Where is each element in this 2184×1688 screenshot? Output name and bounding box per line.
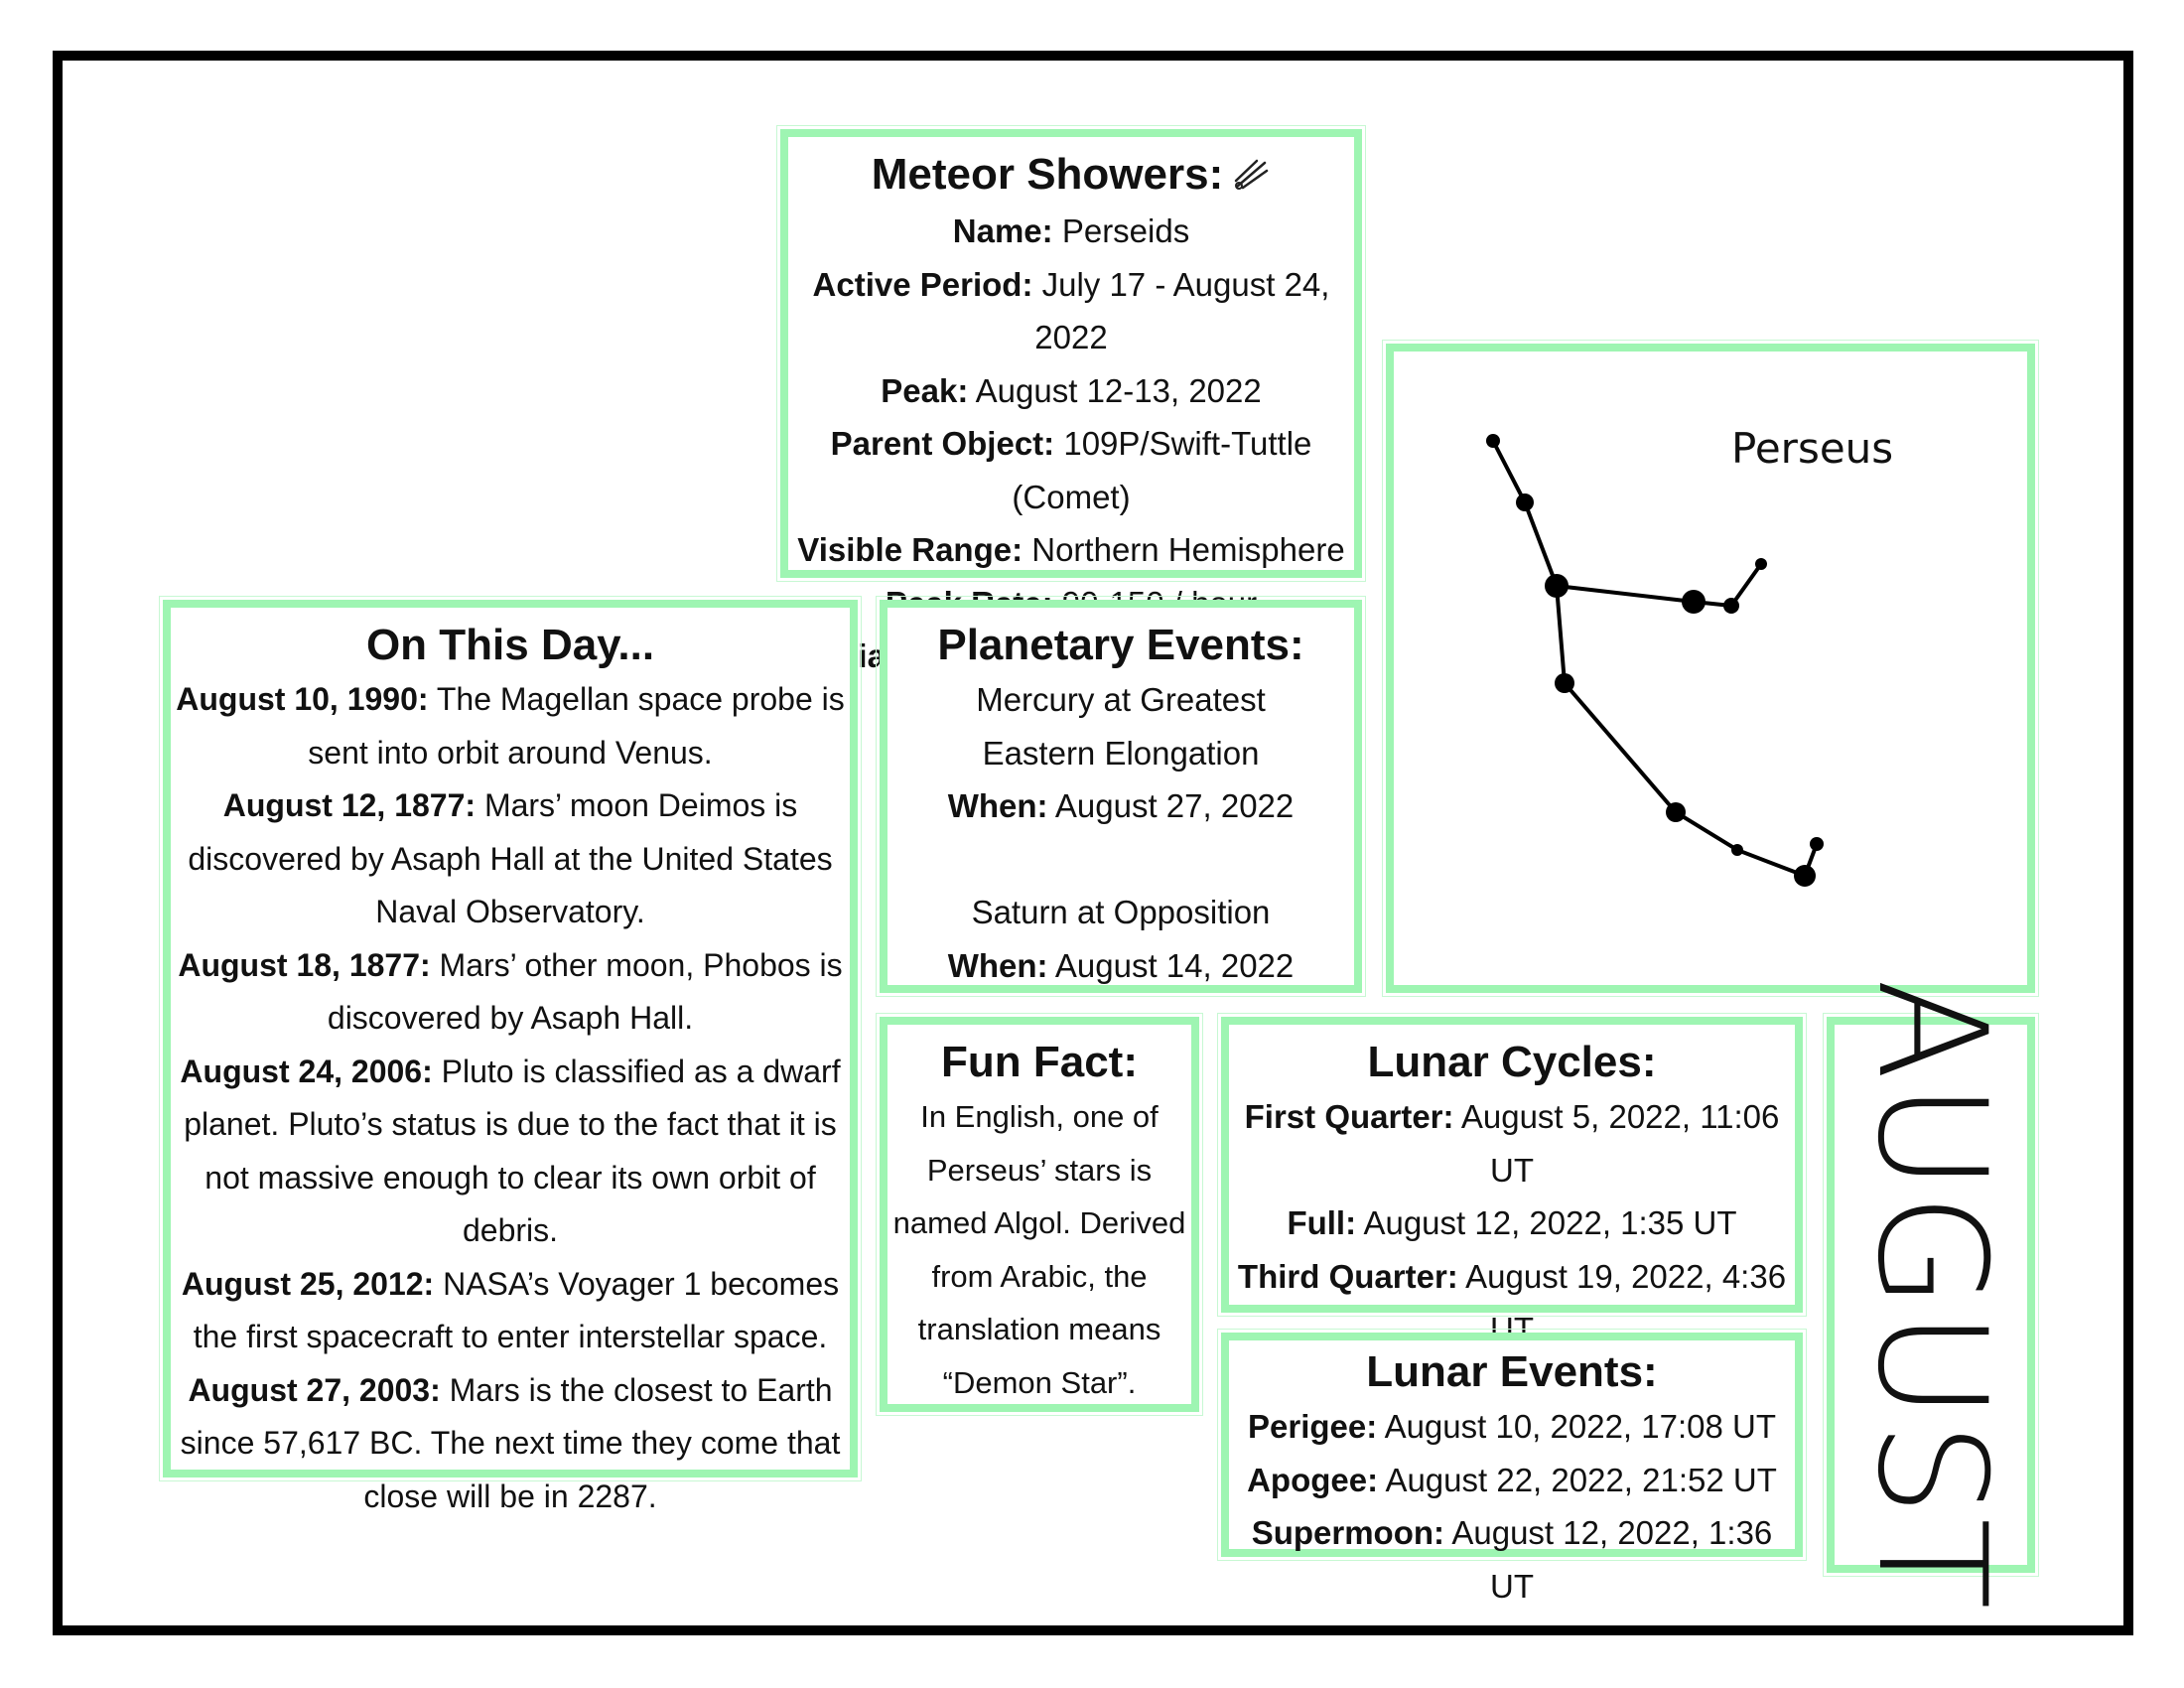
lunar-cycles-box: Lunar Cycles: First Quarter: August 5, 2… [1217, 1013, 1807, 1401]
event-item: August 27, 2003: Mars is the closest to … [175, 1364, 846, 1524]
event-text: The Magellan space probe is sent into or… [308, 681, 845, 771]
meteor-active-period-label: Active Period: [812, 265, 1033, 303]
meteor-parent-object-row: Parent Object: 109P/Swift-Tuttle (Comet) [788, 417, 1354, 523]
lunar-cycle-label: Third Quarter: [1237, 1257, 1458, 1295]
planetary-when-2-row: When: August 14, 2022 [887, 939, 1354, 993]
constellation-box: Perseus [1382, 340, 2039, 997]
perseus-constellation-diagram: Perseus [1486, 424, 1893, 887]
constellation-label: Perseus [1731, 424, 1893, 473]
meteor-showers-box: Meteor Showers: Name: Perseids Active Pe… [776, 125, 1366, 674]
meteor-name-row: Name: Perseids [788, 205, 1354, 258]
fun-fact-box: Fun Fact: In English, one of Perseus’ st… [876, 1013, 1203, 1416]
lunar-event-row: Apogee: August 22, 2022, 21:52 UT [1229, 1454, 1795, 1507]
fun-fact-text: In English, one of Perseus’ stars is nam… [892, 1099, 1186, 1400]
meteor-peak-label: Peak: [881, 371, 969, 409]
event-item: August 25, 2012: NASA’s Voyager 1 become… [175, 1258, 846, 1364]
lunar-cycle-row: First Quarter: August 5, 2022, 11:06 UT [1229, 1090, 1795, 1196]
star [1545, 574, 1569, 598]
event-text: Mars is the closest to Earth since 57,61… [180, 1371, 841, 1514]
planetary-event-2: Saturn at Opposition [971, 894, 1271, 930]
meteor-name-value: Perseids [1052, 212, 1190, 250]
event-date: August 10, 1990: [176, 681, 429, 717]
star [1516, 493, 1534, 511]
event-text: Mars’ moon Deimos is discovered by Asaph… [188, 787, 833, 929]
lunar-event-value: August 12, 2022, 1:36 UT [1444, 1514, 1773, 1605]
event-text: Pluto is classified as a dwarf planet. P… [184, 1053, 841, 1249]
lunar-event-row: Perigee: August 10, 2022, 17:08 UT [1229, 1400, 1795, 1454]
star [1731, 844, 1743, 856]
event-date: August 25, 2012: [181, 1265, 435, 1302]
planetary-events-box: Planetary Events: Mercury at Greatest Ea… [876, 596, 1366, 997]
constellation-lines [1491, 440, 1819, 879]
star [1486, 434, 1500, 448]
meteor-showers-heading: Meteor Showers: [788, 147, 1354, 205]
lunar-cycle-value: August 12, 2022, 1:35 UT [1356, 1204, 1737, 1241]
meteor-peak-value: August 12-13, 2022 [968, 371, 1262, 409]
event-date: August 24, 2006: [180, 1053, 433, 1089]
meteor-active-period-row: Active Period: July 17 - August 24, 2022 [788, 258, 1354, 364]
event-text: Mars’ other moon, Phobos is discovered b… [327, 946, 843, 1037]
meteor-icon [1233, 149, 1271, 205]
planetary-event-1: Mercury at Greatest Eastern Elongation [976, 681, 1266, 772]
meteor-parent-object-value: 109P/Swift-Tuttle (Comet) [1012, 425, 1312, 515]
lunar-cycle-value: August 19, 2022, 4:36 UT [1457, 1257, 1787, 1348]
meteor-showers-title: Meteor Showers: [871, 150, 1224, 199]
lunar-cycle-row: Full: August 12, 2022, 1:35 UT [1229, 1196, 1795, 1250]
planetary-events-title: Planetary Events: [937, 621, 1304, 669]
lunar-cycle-label: First Quarter: [1244, 1098, 1454, 1135]
month-title: AUGUST [1844, 978, 2017, 1612]
planetary-when-1-row: When: August 27, 2022 [887, 779, 1354, 833]
lunar-event-value: August 22, 2022, 21:52 UT [1378, 1461, 1777, 1498]
lunar-event-row: Supermoon: August 12, 2022, 1:36 UT [1229, 1506, 1795, 1613]
lunar-cycle-value: August 5, 2022, 11:06 UT [1453, 1098, 1780, 1189]
meteor-visible-range-value: Northern Hemisphere [1023, 531, 1345, 569]
month-banner: AUGUST [1823, 978, 2039, 1612]
lunar-events-box: Lunar Events: Perigee: August 10, 2022, … [1217, 1329, 1807, 1605]
on-this-day-title: On This Day... [365, 621, 655, 669]
meteor-visible-range-row: Visible Range: Northern Hemisphere [788, 523, 1354, 577]
planetary-when-2: August 14, 2022 [1047, 946, 1295, 984]
meteor-active-period-value: July 17 - August 24, 2022 [1032, 265, 1330, 356]
planetary-when-1: August 27, 2022 [1047, 787, 1295, 824]
lunar-cycle-label: Full: [1287, 1204, 1357, 1241]
star [1555, 673, 1574, 693]
lunar-events-title: Lunar Events: [1366, 1347, 1658, 1396]
event-item: August 18, 1877: Mars’ other moon, Phobo… [175, 939, 846, 1046]
meteor-name-label: Name: [952, 212, 1053, 250]
meteor-parent-object-label: Parent Object: [830, 425, 1055, 463]
lunar-event-label: Apogee: [1247, 1461, 1379, 1498]
event-item: August 10, 1990: The Magellan space prob… [175, 673, 846, 779]
event-date: August 12, 1877: [222, 787, 477, 823]
lunar-event-label: Supermoon: [1251, 1514, 1445, 1551]
lunar-event-label: Perigee: [1247, 1408, 1378, 1445]
lunar-event-value: August 10, 2022, 17:08 UT [1377, 1408, 1777, 1445]
event-text: NASA’s Voyager 1 becomes the first space… [193, 1265, 840, 1355]
lunar-cycle-row: Third Quarter: August 19, 2022, 4:36 UT [1229, 1250, 1795, 1356]
spacer [887, 833, 1354, 887]
lunar-cycles-title: Lunar Cycles: [1367, 1038, 1657, 1086]
event-item: August 24, 2006: Pluto is classified as … [175, 1046, 846, 1258]
event-date: August 18, 1877: [178, 946, 431, 983]
constellation-stars [1486, 434, 1824, 887]
page-frame [53, 51, 2133, 1635]
star [1723, 598, 1739, 614]
when-label: When: [947, 946, 1048, 984]
event-date: August 27, 2003: [188, 1371, 441, 1408]
event-item: August 12, 1877: Mars’ moon Deimos is di… [175, 779, 846, 939]
when-label: When: [947, 787, 1048, 824]
meteor-visible-range-label: Visible Range: [797, 531, 1024, 569]
meteor-peak-row: Peak: August 12-13, 2022 [788, 364, 1354, 418]
star [1755, 558, 1767, 570]
on-this-day-box: On This Day... August 10, 1990: The Mage… [159, 596, 862, 1514]
star [1810, 837, 1824, 851]
star [1666, 802, 1686, 822]
fun-fact-title: Fun Fact: [941, 1038, 1138, 1086]
star [1682, 590, 1706, 614]
star [1794, 865, 1816, 887]
